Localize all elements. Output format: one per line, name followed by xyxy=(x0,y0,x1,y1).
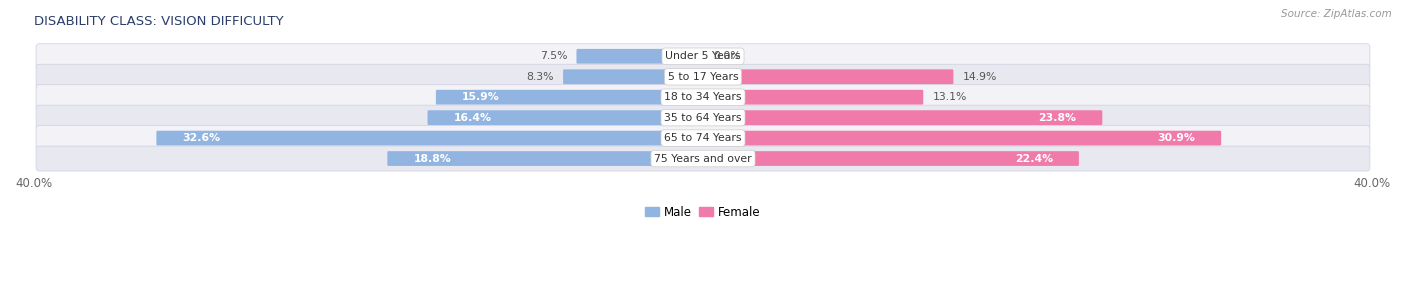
Text: Under 5 Years: Under 5 Years xyxy=(665,51,741,61)
FancyBboxPatch shape xyxy=(702,69,953,84)
FancyBboxPatch shape xyxy=(702,151,1078,166)
FancyBboxPatch shape xyxy=(702,110,1102,125)
FancyBboxPatch shape xyxy=(576,49,704,64)
FancyBboxPatch shape xyxy=(562,69,704,84)
Text: 15.9%: 15.9% xyxy=(463,92,499,102)
Text: 35 to 64 Years: 35 to 64 Years xyxy=(664,113,742,123)
FancyBboxPatch shape xyxy=(702,90,924,105)
Text: 5 to 17 Years: 5 to 17 Years xyxy=(668,72,738,82)
Text: 0.0%: 0.0% xyxy=(713,51,741,61)
Text: 30.9%: 30.9% xyxy=(1157,133,1195,143)
Text: 16.4%: 16.4% xyxy=(454,113,492,123)
Text: 65 to 74 Years: 65 to 74 Years xyxy=(664,133,742,143)
FancyBboxPatch shape xyxy=(427,110,704,125)
Text: 13.1%: 13.1% xyxy=(932,92,967,102)
Text: 22.4%: 22.4% xyxy=(1015,153,1053,163)
Text: 32.6%: 32.6% xyxy=(183,133,221,143)
FancyBboxPatch shape xyxy=(37,126,1369,151)
FancyBboxPatch shape xyxy=(702,131,1222,145)
Text: 7.5%: 7.5% xyxy=(540,51,568,61)
Text: Source: ZipAtlas.com: Source: ZipAtlas.com xyxy=(1281,9,1392,19)
FancyBboxPatch shape xyxy=(37,146,1369,171)
FancyBboxPatch shape xyxy=(156,131,704,145)
Text: DISABILITY CLASS: VISION DIFFICULTY: DISABILITY CLASS: VISION DIFFICULTY xyxy=(34,15,283,28)
Text: 75 Years and over: 75 Years and over xyxy=(654,153,752,163)
Legend: Male, Female: Male, Female xyxy=(641,201,765,223)
Text: 8.3%: 8.3% xyxy=(527,72,554,82)
Text: 14.9%: 14.9% xyxy=(963,72,997,82)
FancyBboxPatch shape xyxy=(37,85,1369,110)
Text: 18 to 34 Years: 18 to 34 Years xyxy=(664,92,742,102)
Text: 23.8%: 23.8% xyxy=(1038,113,1076,123)
Text: 18.8%: 18.8% xyxy=(413,153,451,163)
FancyBboxPatch shape xyxy=(388,151,704,166)
FancyBboxPatch shape xyxy=(37,105,1369,130)
FancyBboxPatch shape xyxy=(37,44,1369,69)
FancyBboxPatch shape xyxy=(436,90,704,105)
FancyBboxPatch shape xyxy=(37,64,1369,89)
